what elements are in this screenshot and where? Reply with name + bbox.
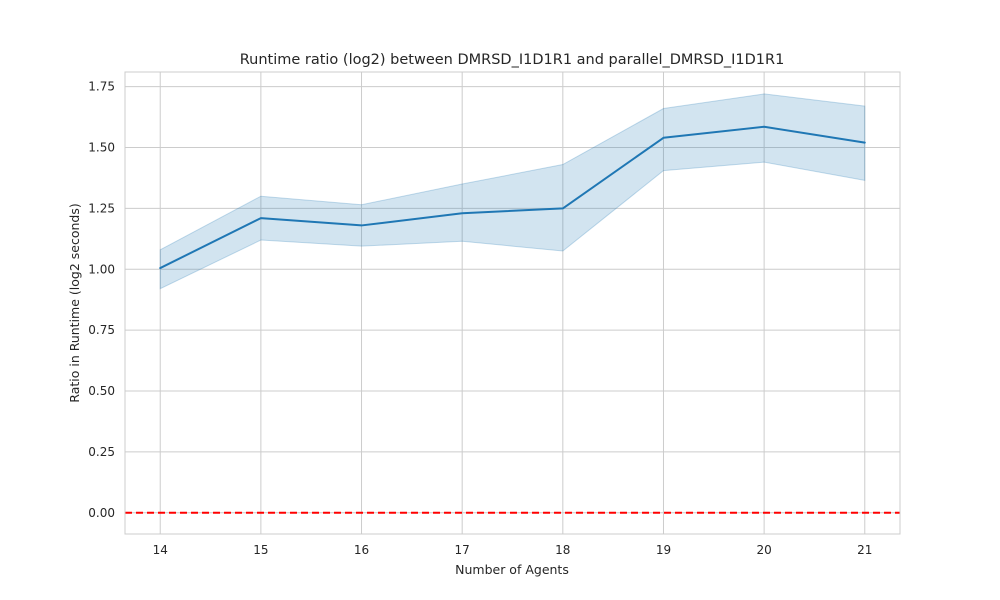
x-tick-label: 15 [253,543,268,557]
x-tick-label: 16 [354,543,369,557]
x-tick-label: 17 [455,543,470,557]
x-tick-label: 21 [857,543,872,557]
x-axis-label: Number of Agents [455,562,569,577]
x-tick-label: 19 [656,543,671,557]
x-tick-label: 18 [555,543,570,557]
series-line-layer [159,125,866,270]
y-tick-label: 1.50 [88,140,115,154]
y-tick-label: 1.25 [88,201,115,215]
x-tick-label: 20 [756,543,771,557]
x-tick-label: 14 [153,543,168,557]
chart-title: Runtime ratio (log2) between DMRSD_I1D1R… [240,52,785,68]
series-line [159,125,866,270]
y-axis-label: Ratio in Runtime (log2 seconds) [67,203,82,402]
plot-area-frame [124,71,901,535]
x-tick-labels: 14 15 16 17 18 19 20 21 [153,543,873,557]
y-tick-label: 0.50 [88,384,115,398]
y-tick-label: 1.75 [88,80,115,94]
y-tick-labels: 0.00 0.25 0.50 0.75 1.00 1.25 1.50 1.75 [88,80,115,520]
y-tick-label: 1.00 [88,262,115,276]
y-tick-label: 0.25 [88,445,115,459]
grid [125,72,900,534]
y-tick-label: 0.00 [88,506,115,520]
confidence-band-layer [159,93,866,290]
confidence-band [159,93,866,290]
y-tick-label: 0.75 [88,323,115,337]
